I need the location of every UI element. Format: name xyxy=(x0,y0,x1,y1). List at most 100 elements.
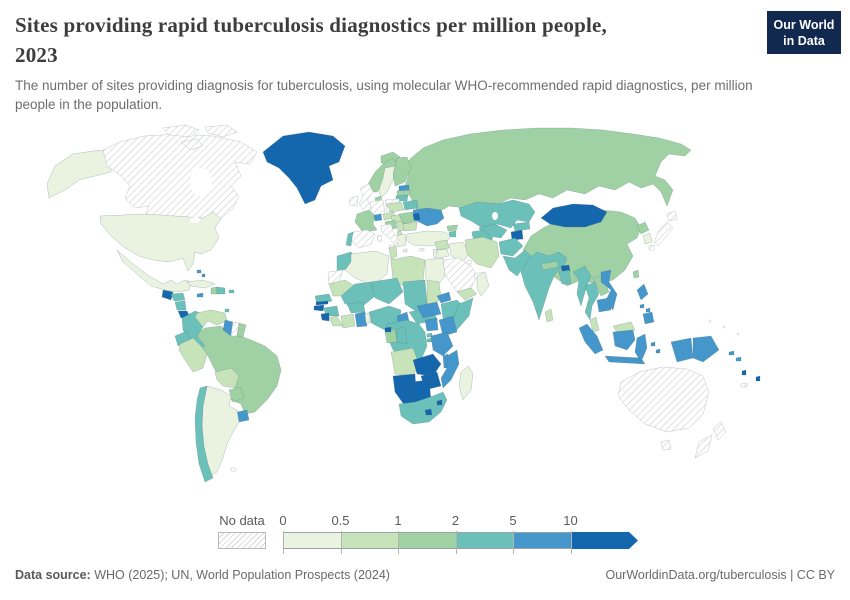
country-afghanistan[interactable] xyxy=(498,237,524,257)
country-bulgaria[interactable] xyxy=(402,221,418,232)
country-syria[interactable] xyxy=(434,239,450,251)
country-haiti[interactable] xyxy=(210,286,218,295)
country-belarus[interactable] xyxy=(402,199,419,211)
country-papua-new-guinea[interactable] xyxy=(692,335,720,363)
country-north-korea[interactable] xyxy=(636,221,650,235)
country-gambia[interactable] xyxy=(315,300,329,306)
country-kuwait[interactable] xyxy=(466,259,472,265)
country-bangladesh[interactable] xyxy=(558,269,572,285)
legend-color-bar[interactable] xyxy=(283,532,638,549)
country-sudan[interactable] xyxy=(426,279,442,307)
country-guatemala[interactable] xyxy=(161,289,174,301)
country-cyprus[interactable] xyxy=(418,247,425,252)
country-madagascar[interactable] xyxy=(458,365,474,401)
country-somalia[interactable] xyxy=(452,297,474,333)
country-indonesia[interactable] xyxy=(578,323,694,365)
country-australia[interactable] xyxy=(617,366,710,451)
legend-segment[interactable] xyxy=(398,532,456,549)
country-zambia[interactable] xyxy=(412,353,442,377)
country-falklands[interactable] xyxy=(230,467,237,472)
country-russia[interactable] xyxy=(402,127,692,213)
country-tanzania[interactable] xyxy=(430,331,454,357)
country-new-caledonia[interactable] xyxy=(740,382,748,388)
legend-segment[interactable] xyxy=(513,532,571,549)
country-spain[interactable] xyxy=(350,229,376,249)
country-vanuatu[interactable] xyxy=(741,369,747,376)
country-vietnam[interactable] xyxy=(600,269,618,311)
footer-link[interactable]: OurWorldinData.org/tuberculosis | CC BY xyxy=(605,568,836,582)
country-taiwan[interactable] xyxy=(632,269,640,279)
country-switzerland[interactable] xyxy=(373,213,383,222)
legend-segment[interactable] xyxy=(283,532,341,549)
country-jamaica[interactable] xyxy=(196,292,204,298)
country-venezuela[interactable] xyxy=(194,309,228,328)
country-canada[interactable] xyxy=(102,133,258,229)
country-honduras[interactable] xyxy=(170,292,186,302)
country-south-korea[interactable] xyxy=(642,232,653,245)
country-south-sudan[interactable] xyxy=(416,301,442,319)
country-bhutan[interactable] xyxy=(560,264,571,272)
country-israel[interactable] xyxy=(432,248,438,259)
country-paraguay[interactable] xyxy=(228,386,245,403)
country-tajikistan[interactable] xyxy=(510,229,524,241)
country-uganda[interactable] xyxy=(424,317,439,332)
legend-segment[interactable] xyxy=(571,532,639,549)
country-czechia[interactable] xyxy=(385,201,405,213)
country-nepal[interactable] xyxy=(540,260,560,271)
country-french-guiana[interactable] xyxy=(236,322,247,338)
country-sierra-leone[interactable] xyxy=(320,312,330,322)
country-bolivia[interactable] xyxy=(214,367,240,389)
country-guinea-bissau[interactable] xyxy=(313,304,325,312)
country-france[interactable] xyxy=(354,209,378,233)
country-mozambique[interactable] xyxy=(440,349,460,389)
country-kyrgyzstan[interactable] xyxy=(512,221,531,232)
country-congo[interactable] xyxy=(396,325,408,345)
legend-segment[interactable] xyxy=(455,532,513,549)
country-eritrea[interactable] xyxy=(436,291,452,304)
country-cambodia[interactable] xyxy=(596,297,612,313)
country-nicaragua[interactable] xyxy=(174,300,187,311)
country-bahamas[interactable] xyxy=(196,269,206,278)
country-iran[interactable] xyxy=(464,236,500,269)
country-niger[interactable] xyxy=(370,277,404,305)
country-saudi-arabia[interactable] xyxy=(440,257,478,293)
legend-segment[interactable] xyxy=(340,532,398,549)
country-trinidad[interactable] xyxy=(224,308,230,313)
country-peru[interactable] xyxy=(178,337,208,373)
country-india[interactable] xyxy=(520,251,568,321)
country-greenland[interactable] xyxy=(262,131,346,205)
country-yemen[interactable] xyxy=(456,287,478,301)
country-portugal[interactable] xyxy=(345,231,354,247)
country-eswatini[interactable] xyxy=(436,399,443,406)
country-canada-arctic1[interactable] xyxy=(162,124,200,138)
country-united-states[interactable] xyxy=(99,211,222,272)
country-new-zealand[interactable] xyxy=(694,421,727,459)
country-philippines[interactable] xyxy=(636,283,655,325)
country-oman[interactable] xyxy=(476,271,490,297)
country-chile[interactable] xyxy=(194,385,214,483)
country-finland[interactable] xyxy=(392,156,412,187)
country-iraq[interactable] xyxy=(448,241,470,263)
country-liberia[interactable] xyxy=(328,315,344,327)
country-armenia[interactable] xyxy=(448,230,458,238)
country-sri-lanka[interactable] xyxy=(544,308,554,323)
country-japan[interactable] xyxy=(648,210,678,251)
country-jordan[interactable] xyxy=(436,248,450,259)
country-latvia[interactable] xyxy=(396,189,411,197)
country-south-africa[interactable] xyxy=(398,391,448,425)
country-lesotho[interactable] xyxy=(424,408,433,416)
country-puerto-rico[interactable] xyxy=(228,289,235,294)
country-cote-divoire[interactable] xyxy=(340,313,356,329)
country-dominican-republic[interactable] xyxy=(216,286,226,295)
owid-logo[interactable]: Our World in Data xyxy=(767,11,841,54)
country-kenya[interactable] xyxy=(438,315,458,337)
country-equatorial-guinea[interactable] xyxy=(384,326,392,333)
country-tunisia[interactable] xyxy=(388,245,398,261)
country-malaysia[interactable] xyxy=(589,316,636,333)
country-alaska[interactable] xyxy=(46,149,114,199)
country-ukraine[interactable] xyxy=(412,207,445,227)
country-canada-arctic3[interactable] xyxy=(180,138,204,151)
country-mongolia[interactable] xyxy=(540,203,608,228)
country-togo[interactable] xyxy=(364,312,371,324)
country-solomon-islands[interactable] xyxy=(728,350,742,362)
